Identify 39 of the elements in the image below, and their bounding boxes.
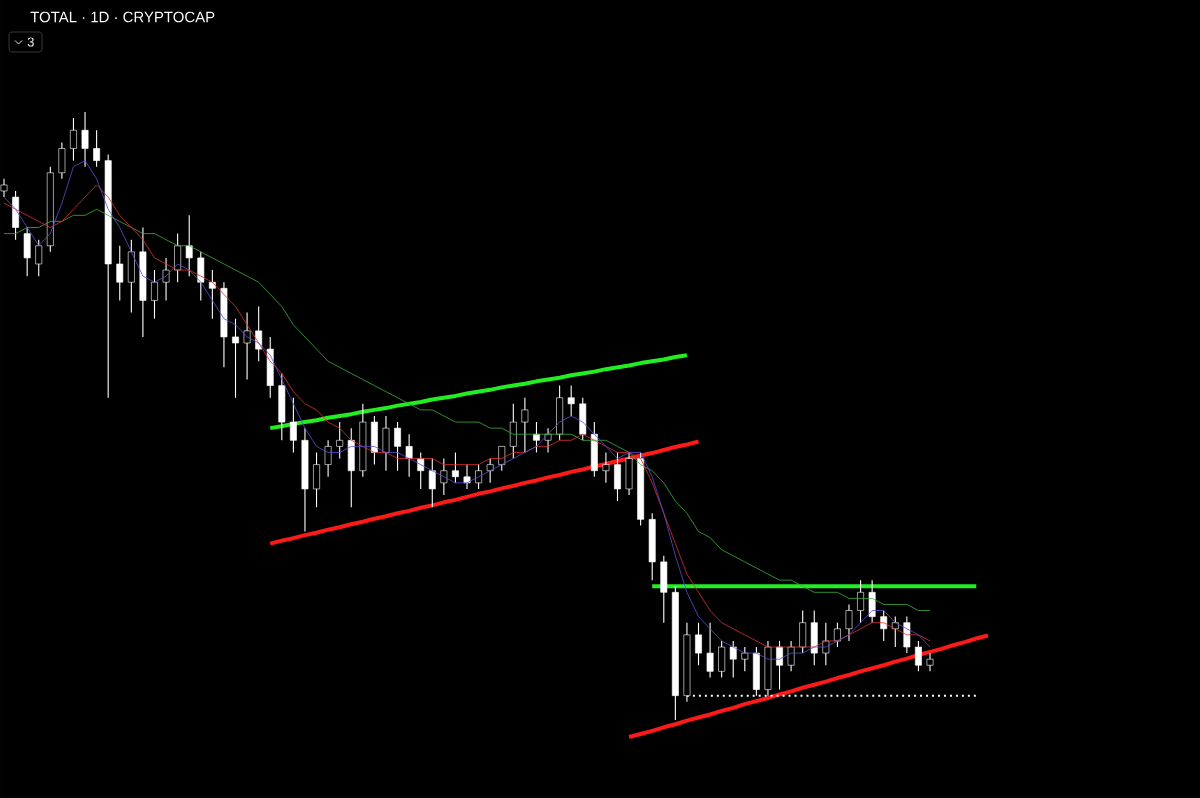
candlestick <box>405 433 413 478</box>
candlestick <box>857 579 864 624</box>
text: 3 <box>27 37 34 47</box>
candlestick <box>729 640 737 678</box>
candlestick <box>289 397 297 454</box>
candlestick <box>880 609 888 642</box>
candlestick <box>695 622 702 666</box>
chart-title: TOTAL · 1D · CRYPTOCAP <box>30 11 215 23</box>
candlestick <box>116 245 124 302</box>
candlestick <box>151 269 158 320</box>
candlestick <box>428 457 436 508</box>
candlestick <box>440 457 448 496</box>
candlestick <box>93 129 101 168</box>
candlestick <box>915 640 922 672</box>
candlestick <box>567 385 575 417</box>
candlestick <box>70 117 77 162</box>
candlestick <box>602 451 610 484</box>
candlestick <box>486 457 494 484</box>
candlestick <box>475 464 483 490</box>
candlestick <box>208 269 216 320</box>
candlestick <box>833 622 841 648</box>
candlestick <box>463 464 471 490</box>
candlestick <box>336 421 344 460</box>
candlestick <box>845 603 853 642</box>
candlestick <box>162 257 170 302</box>
candlestick <box>926 652 934 672</box>
candlestick <box>185 214 193 277</box>
candlestick <box>741 646 749 672</box>
candlestick <box>452 451 459 484</box>
candlestick <box>533 421 540 454</box>
candlestick <box>232 318 239 399</box>
candlestick <box>81 111 89 168</box>
candlestick <box>324 439 332 478</box>
candlestick <box>35 239 43 277</box>
candlestick <box>394 421 401 472</box>
candlestick <box>521 397 529 454</box>
candlestick <box>243 312 251 381</box>
candlestick <box>498 445 506 472</box>
candlestick <box>706 622 714 678</box>
